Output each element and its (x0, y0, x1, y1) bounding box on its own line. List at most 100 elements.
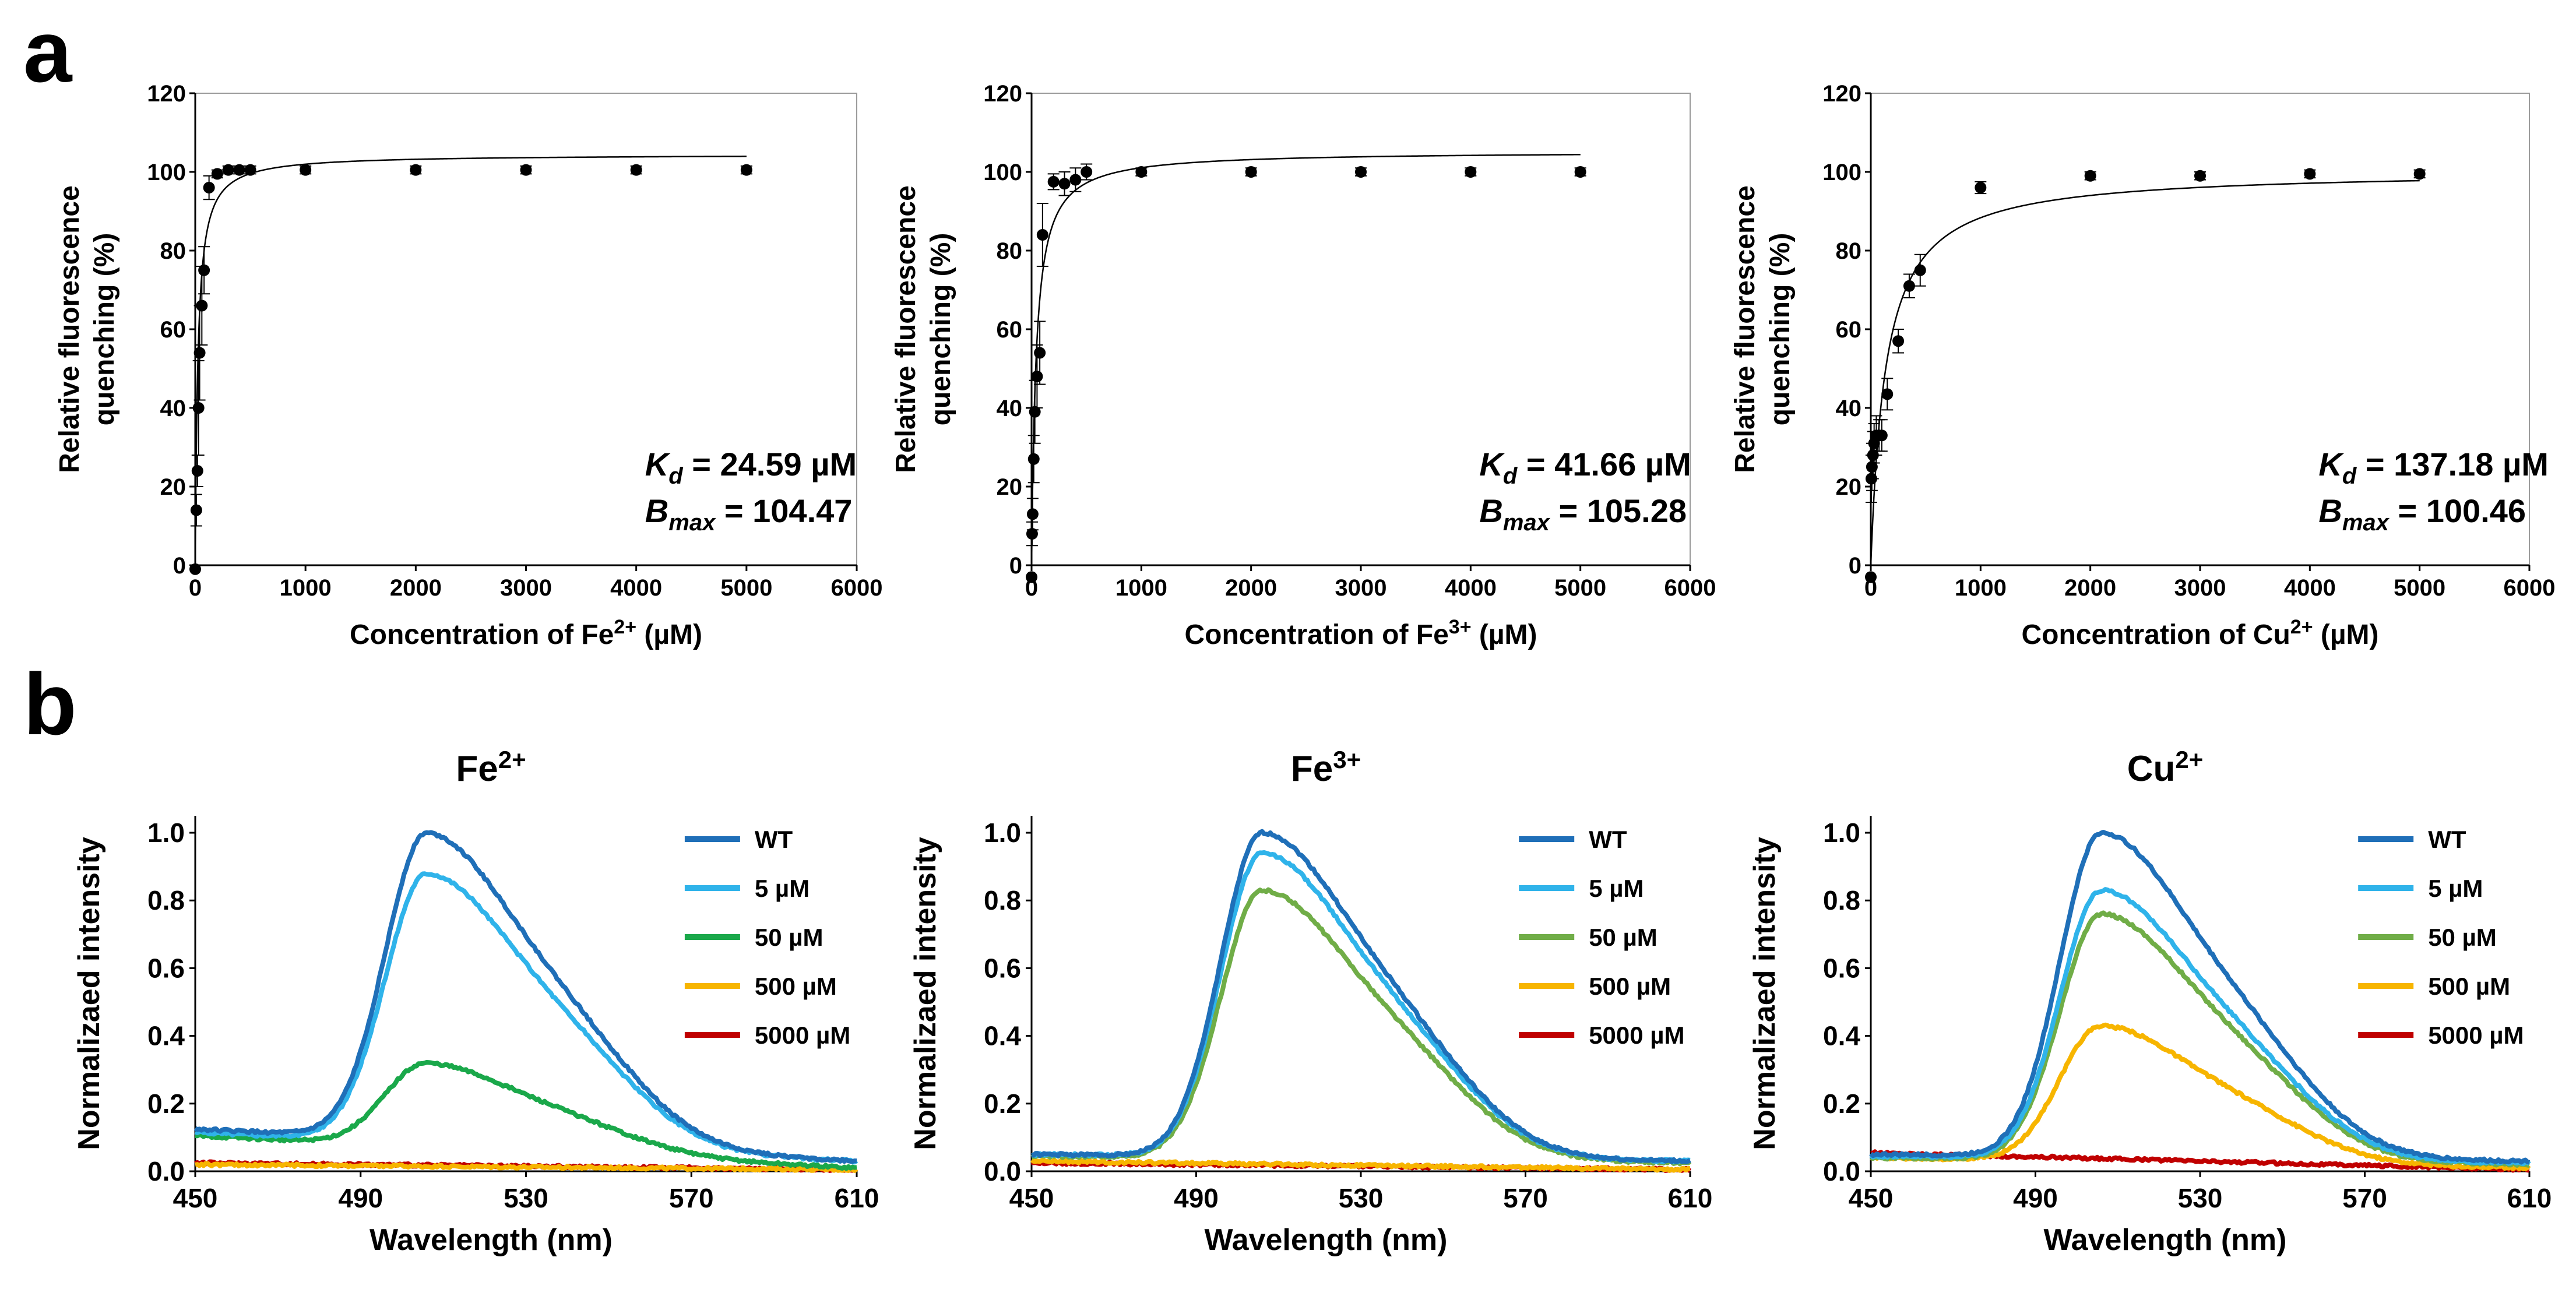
series-line-3 (1030, 1157, 1691, 1173)
x-tick-label: 6000 (831, 575, 883, 601)
x-tick-label: 3000 (2174, 575, 2226, 601)
data-point (190, 504, 202, 516)
y-tick-label: 120 (1822, 81, 1861, 107)
y-axis-label-line1: Relative fluorescence (891, 185, 921, 473)
data-point (1574, 166, 1586, 178)
x-axis-label-sup: 2+ (2290, 616, 2313, 638)
x-tick-label: 3000 (1335, 575, 1387, 601)
data-point (1031, 371, 1043, 382)
chart-title-main: Cu (2127, 749, 2176, 789)
x-tick-label: 6000 (1664, 575, 1716, 601)
data-point (192, 402, 205, 414)
y-tick-label: 60 (1836, 317, 1862, 343)
data-point (1903, 280, 1915, 292)
x-tick-label: 490 (1174, 1183, 1219, 1213)
y-tick-label: 0.2 (984, 1089, 1021, 1119)
y-tick-label: 20 (997, 474, 1023, 500)
data-point (1069, 174, 1082, 186)
y-tick-label: 20 (160, 474, 186, 500)
kd-symbol: K (1479, 446, 1505, 483)
y-tick-label: 100 (147, 160, 186, 185)
x-axis-label-unit: (µM) (1472, 619, 1537, 650)
x-tick-label: 1000 (1115, 575, 1167, 601)
legend-entry: 500 µM (755, 973, 837, 1000)
kd-annotation: Kd = 41.66 µM (1479, 446, 1691, 489)
y-axis-label: Normalizaed intensity (1748, 837, 1782, 1150)
y-tick-label: 100 (983, 160, 1022, 185)
x-tick-label: 570 (669, 1183, 714, 1213)
y-axis-label: Normalizaed intensity (909, 837, 942, 1150)
chart-b-cu2: 0.0 0.2 0.4 0.6 0.8 1.0 450 490 530 570 610 WT 5 µM 5… (1748, 746, 2552, 1257)
data-point (1034, 347, 1046, 359)
y-axis-label-line2: quenching (%) (89, 233, 120, 426)
y-axis-label-line1: Relative fluorescence (54, 185, 85, 473)
legend-entry: 5000 µM (755, 1022, 850, 1049)
data-point (300, 164, 312, 176)
y-tick-label: 1.0 (984, 818, 1021, 848)
x-axis-label: Concentration of Cu2+ (µM) (2021, 616, 2378, 650)
x-tick-label: 450 (1009, 1183, 1054, 1213)
data-point (2413, 168, 2426, 180)
bmax-annotation: Bmax = 105.28 (1479, 492, 1687, 536)
kd-subscript: d (668, 463, 684, 489)
series-line-0 (193, 830, 857, 1164)
x-tick-label: 570 (2342, 1183, 2387, 1213)
x-axis-label-unit: (µM) (2313, 619, 2379, 650)
legend-entry: WT (2428, 826, 2466, 853)
x-axis-label: Concentration of Fe3+ (µM) (1184, 616, 1537, 650)
series-line-3 (195, 1161, 858, 1173)
chart-a-fe2: 0 20 40 60 80 100 120 0 1000 2000 3000 4000 5000 6000… (54, 81, 882, 650)
x-tick-label: 530 (1339, 1183, 1384, 1213)
data-point (2304, 168, 2316, 180)
y-tick-label: 0.4 (147, 1021, 185, 1051)
legend-entry: 5 µM (755, 875, 810, 902)
data-point (1975, 182, 1987, 193)
kd-symbol: K (2318, 446, 2344, 483)
x-axis-label: Concentration of Fe2+ (µM) (350, 616, 702, 650)
y-axis-label: Normalizaed intensity (72, 837, 106, 1150)
data-point (1058, 178, 1071, 190)
y-tick-label: 0.0 (984, 1156, 1021, 1186)
x-tick-label: 5000 (2394, 575, 2445, 601)
legend-entry: 50 µM (755, 924, 824, 951)
data-point (1081, 166, 1093, 178)
y-tick-label: 0 (1009, 553, 1022, 579)
data-point (740, 164, 752, 176)
bmax-symbol: B (645, 492, 668, 529)
data-point (203, 182, 215, 193)
y-tick-label: 1.0 (1823, 818, 1860, 848)
data-point (2084, 170, 2096, 182)
fit-curve (194, 156, 747, 558)
fit-curve (1030, 153, 1581, 561)
data-point (244, 164, 256, 176)
x-tick-label: 1000 (280, 575, 332, 601)
data-point (233, 164, 245, 176)
x-axis-label-main: Concentration of Fe (350, 619, 614, 650)
data-point (1027, 453, 1040, 465)
legend-entry: 5000 µM (2428, 1022, 2524, 1049)
data-point (1355, 166, 1367, 178)
y-tick-label: 0.6 (1823, 953, 1860, 983)
x-axis-label-main: Concentration of Fe (1184, 619, 1448, 650)
data-point (198, 264, 210, 276)
series-line-0 (1869, 829, 2531, 1165)
chart-b-fe2: 0.0 0.2 0.4 0.6 0.8 1.0 450 490 530 570 610 WT 5 µM 5… (72, 746, 879, 1257)
y-tick-label: 20 (1836, 474, 1862, 500)
x-tick-label: 4000 (1445, 575, 1497, 601)
x-tick-label: 4000 (610, 575, 662, 601)
y-axis-label-line2: quenching (%) (1765, 233, 1796, 426)
data-point (1135, 166, 1148, 178)
data-point (1866, 461, 1878, 473)
x-axis-label: Wavelength (nm) (369, 1223, 613, 1257)
data-point (1465, 166, 1477, 178)
x-tick-label: 2000 (2064, 575, 2116, 601)
bmax-value: = 104.47 (715, 492, 852, 529)
y-tick-label: 0 (173, 553, 186, 579)
data-point (520, 164, 532, 176)
kd-subscript: d (1503, 463, 1518, 489)
chart-title-sup: 2+ (2175, 746, 2203, 773)
data-point (1026, 571, 1037, 583)
legend-entry: WT (755, 826, 793, 853)
x-tick-label: 3000 (500, 575, 552, 601)
